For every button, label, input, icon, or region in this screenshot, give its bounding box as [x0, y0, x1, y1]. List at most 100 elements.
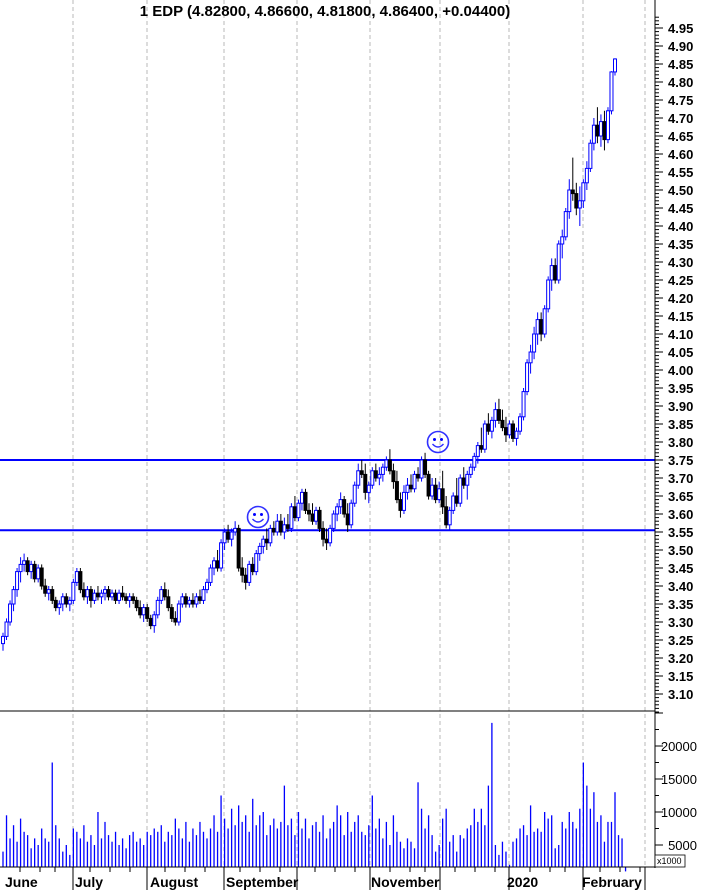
price-tick-label: 4.70 — [668, 111, 693, 126]
candle — [39, 564, 44, 590]
candle — [148, 614, 153, 630]
candle — [387, 449, 392, 475]
candle-body — [352, 484, 357, 504]
candle-body — [15, 571, 20, 591]
candle — [71, 578, 76, 604]
candle-body — [430, 484, 435, 497]
candle — [394, 470, 399, 504]
candle — [321, 521, 326, 547]
candle-body — [507, 423, 512, 436]
candle-body — [1, 635, 5, 645]
candle-body — [303, 491, 308, 511]
candle-body — [32, 563, 37, 580]
candle-body — [539, 319, 544, 335]
candle — [275, 514, 280, 536]
candle-body — [43, 585, 48, 594]
candle — [99, 589, 104, 604]
candle-body — [584, 167, 589, 184]
candle-body — [574, 193, 579, 209]
candle — [268, 524, 273, 547]
price-tick-label: 3.20 — [668, 651, 693, 666]
candle — [310, 503, 315, 525]
axes — [0, 0, 656, 868]
candle — [349, 499, 354, 529]
candle — [577, 186, 582, 226]
candle — [303, 488, 308, 514]
candle-body — [162, 589, 167, 598]
candle-body — [328, 527, 333, 544]
candle — [324, 528, 329, 550]
candle — [605, 107, 610, 144]
candle-body — [511, 423, 515, 439]
candle — [53, 596, 58, 612]
candle-body — [289, 506, 294, 529]
candle — [356, 463, 361, 489]
candle — [222, 528, 227, 550]
candle-body — [92, 592, 97, 601]
price-tick-label: 4.10 — [668, 327, 693, 342]
candle-body — [546, 279, 551, 310]
volume-tick-label: 10000 — [661, 805, 697, 820]
candle — [254, 550, 259, 576]
candle — [401, 485, 406, 514]
candle — [430, 478, 435, 500]
candle-body — [405, 484, 410, 493]
candle — [454, 478, 459, 507]
candle-body — [553, 265, 558, 281]
candle-body — [373, 470, 378, 479]
candle — [461, 467, 466, 489]
candle — [131, 593, 136, 604]
candle — [489, 416, 494, 439]
candle-body — [194, 596, 199, 605]
candle — [29, 560, 34, 579]
candle — [602, 110, 607, 151]
price-tick-label: 3.65 — [668, 489, 693, 504]
month-label: 2020 — [507, 874, 538, 890]
candle-body — [486, 423, 491, 432]
price-tick-label: 3.90 — [668, 399, 693, 414]
candle-body — [39, 567, 44, 587]
candle-body — [243, 574, 248, 583]
candle-body — [412, 473, 417, 490]
candle-body — [120, 592, 125, 598]
candle — [440, 470, 445, 514]
candle — [437, 481, 442, 504]
price-tick-label: 3.75 — [668, 453, 693, 468]
candle-body — [609, 71, 614, 112]
price-tick-label: 4.15 — [668, 309, 693, 324]
candle-body — [240, 567, 245, 576]
candle — [535, 312, 540, 345]
candle-body — [503, 427, 508, 436]
candle — [219, 539, 224, 572]
candle — [169, 604, 174, 622]
price-tick-label: 4.65 — [668, 129, 693, 144]
candle — [36, 564, 41, 583]
candle-body — [103, 589, 107, 594]
candle-body — [321, 527, 326, 540]
candle — [426, 470, 431, 500]
candle — [233, 521, 238, 536]
candle-body — [4, 621, 9, 637]
candle-body — [215, 560, 220, 569]
candle — [511, 420, 515, 442]
candle-body — [271, 527, 276, 533]
candle — [110, 589, 115, 601]
candle-body — [556, 243, 561, 281]
candle — [289, 503, 294, 532]
candle — [496, 398, 501, 424]
candle-body — [236, 527, 241, 569]
candle — [152, 611, 157, 633]
candle — [314, 506, 319, 525]
month-gridlines — [72, 0, 646, 867]
candle — [145, 604, 150, 622]
price-tick-label: 3.15 — [668, 669, 693, 684]
candle — [292, 496, 297, 522]
candle-body — [479, 445, 484, 450]
price-tick-label: 4.85 — [668, 57, 693, 72]
candle-body — [472, 455, 477, 468]
price-tick-label: 4.95 — [668, 21, 693, 36]
candle — [1, 632, 5, 651]
candle-body — [110, 592, 115, 598]
candle — [162, 582, 167, 601]
